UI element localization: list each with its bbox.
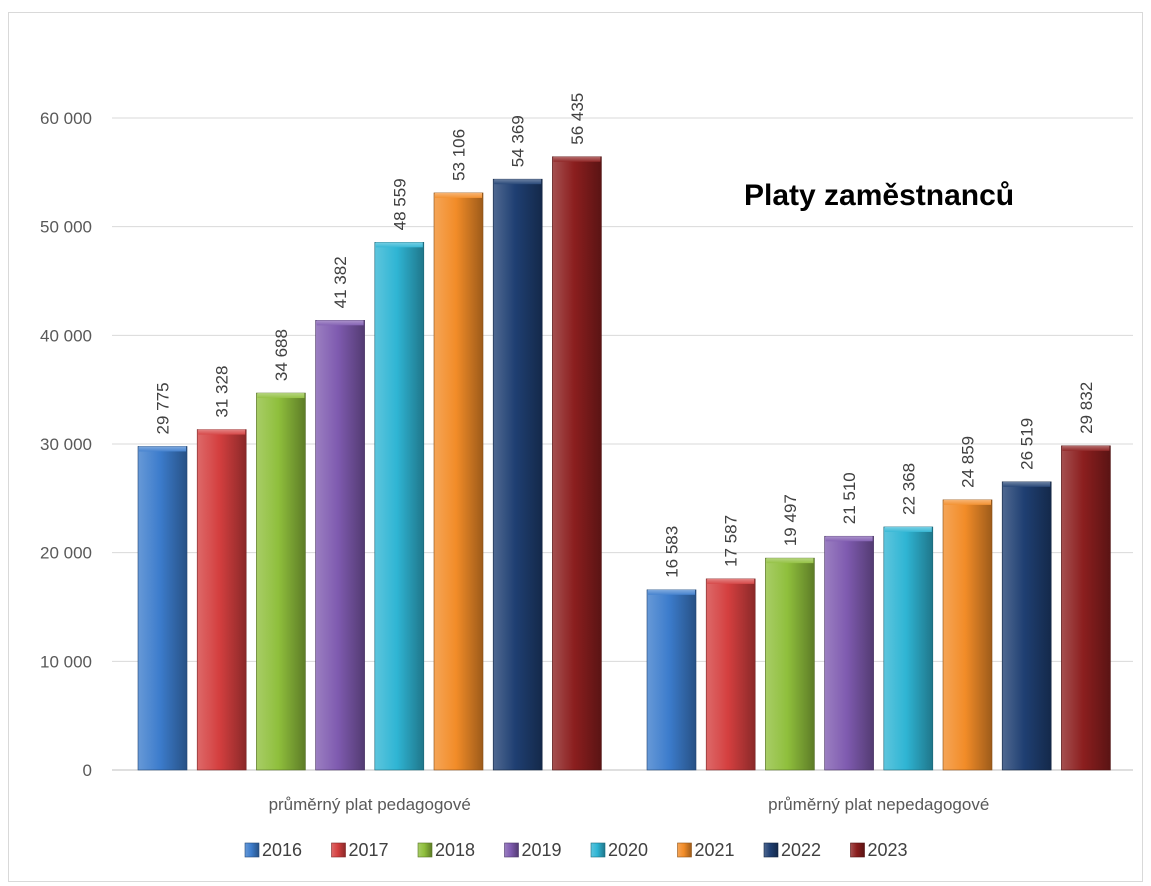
chart-title: Platy zaměstnanců [744, 179, 1014, 212]
y-tick-label: 30 000 [40, 435, 92, 454]
bar-cap [1003, 481, 1051, 487]
y-tick-label: 60 000 [40, 109, 92, 128]
bar-2020-nepedagogove [883, 526, 934, 771]
data-label: 21 510 [840, 472, 859, 524]
data-label: 19 497 [781, 494, 800, 546]
data-labels: 29 775 31 328 34 688 41 382 48 559 53 106 54 3… [154, 93, 1096, 578]
y-tick-label: 0 [83, 761, 92, 780]
bar-2019-pedagogove [315, 320, 365, 771]
data-label: 54 369 [509, 115, 528, 167]
bar-2023-nepedagogove [1061, 445, 1111, 771]
legend-swatch [504, 842, 519, 858]
legend-label: 2019 [522, 840, 562, 860]
bar-cap [766, 558, 814, 564]
category-label: průměrný plat pedagogové [269, 795, 471, 814]
bar-cap [494, 179, 542, 185]
data-label: 22 368 [899, 463, 918, 515]
bar-cap [553, 156, 601, 162]
data-label: 34 688 [272, 329, 291, 381]
bar-cap [825, 536, 873, 542]
legend-label: 2022 [781, 840, 821, 860]
y-tick-label: 10 000 [40, 652, 92, 671]
data-label: 29 832 [1077, 382, 1096, 434]
y-axis-ticks: 0 10 000 20 000 30 000 40 000 50 000 60 000 [40, 109, 92, 780]
legend-label: 2016 [262, 840, 302, 860]
legend-swatch [850, 842, 865, 858]
bar-cap [884, 526, 932, 532]
bar-2017-pedagogove [196, 429, 247, 771]
data-label: 53 106 [450, 129, 469, 181]
bar-2020-pedagogove [374, 242, 425, 771]
bar-2016-nepedagogove [646, 589, 697, 771]
bar-cap [375, 242, 423, 248]
bar-cap [944, 499, 991, 505]
legend: 2016 2017 2018 2019 2020 2021 2022 2023 [244, 840, 908, 860]
legend-label: 2018 [435, 840, 475, 860]
bar-2018-pedagogove [256, 392, 306, 771]
legend-label: 2020 [608, 840, 648, 860]
legend-swatch [590, 842, 606, 858]
data-label: 24 859 [959, 436, 978, 488]
bars [137, 156, 1111, 771]
legend-label: 2017 [349, 840, 389, 860]
bar-2022-nepedagogove [1001, 481, 1052, 771]
bar-2019-nepedagogove [824, 535, 874, 771]
y-tick-label: 40 000 [40, 326, 92, 345]
data-label: 48 559 [390, 178, 409, 230]
y-tick-label: 50 000 [40, 218, 92, 237]
legend-swatch [244, 842, 260, 858]
bar-cap [257, 393, 305, 399]
legend-label: 2023 [868, 840, 908, 860]
bar-cap [1062, 445, 1110, 451]
data-label: 26 519 [1018, 418, 1037, 470]
legend-swatch [677, 842, 692, 858]
bar-2022-pedagogove [492, 178, 543, 771]
bar-2018-nepedagogove [765, 557, 815, 771]
bar-2023-pedagogove [552, 156, 602, 771]
bar-cap [198, 429, 246, 435]
data-label: 17 587 [722, 515, 741, 567]
bar-cap [648, 589, 695, 595]
data-label: 29 775 [154, 382, 173, 434]
bar-cap [139, 446, 186, 452]
data-label: 16 583 [663, 526, 682, 578]
x-axis-categories: průměrný plat pedagogové průměrný plat ne… [269, 795, 990, 814]
data-label: 41 382 [331, 256, 350, 308]
bar-2021-pedagogove [433, 192, 484, 771]
bar-2021-nepedagogove [942, 499, 993, 771]
legend-swatch [331, 842, 346, 858]
bar-cap [316, 320, 364, 326]
category-label: průměrný plat nepedagogové [768, 795, 989, 814]
bar-2016-pedagogove [137, 446, 188, 771]
legend-swatch [417, 842, 433, 858]
bar-cap [707, 578, 755, 584]
legend-swatch [763, 842, 779, 858]
bar-2017-nepedagogove [705, 578, 756, 771]
y-tick-label: 20 000 [40, 544, 92, 563]
bar-cap [435, 192, 482, 198]
legend-label: 2021 [695, 840, 735, 860]
data-label: 31 328 [213, 366, 232, 418]
data-label: 56 435 [568, 93, 587, 145]
